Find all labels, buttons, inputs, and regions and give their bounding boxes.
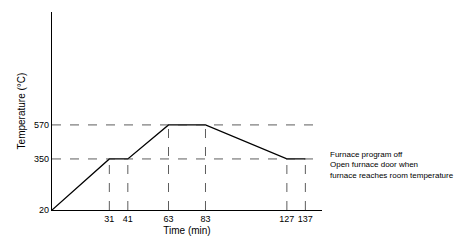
svg-text:31: 31 (104, 214, 114, 224)
svg-text:63: 63 (164, 214, 174, 224)
svg-text:41: 41 (123, 214, 133, 224)
svg-text:127: 127 (279, 214, 294, 224)
svg-text:83: 83 (200, 214, 210, 224)
svg-text:Time (min): Time (min) (163, 225, 210, 236)
svg-text:570: 570 (34, 120, 49, 130)
svg-text:Temperature (°C): Temperature (°C) (16, 73, 27, 150)
svg-text:350: 350 (34, 154, 49, 164)
svg-text:Furnace program offOpen furnac: Furnace program offOpen furnace door whe… (330, 150, 454, 180)
svg-text:20: 20 (39, 205, 49, 215)
svg-text:137: 137 (298, 214, 313, 224)
